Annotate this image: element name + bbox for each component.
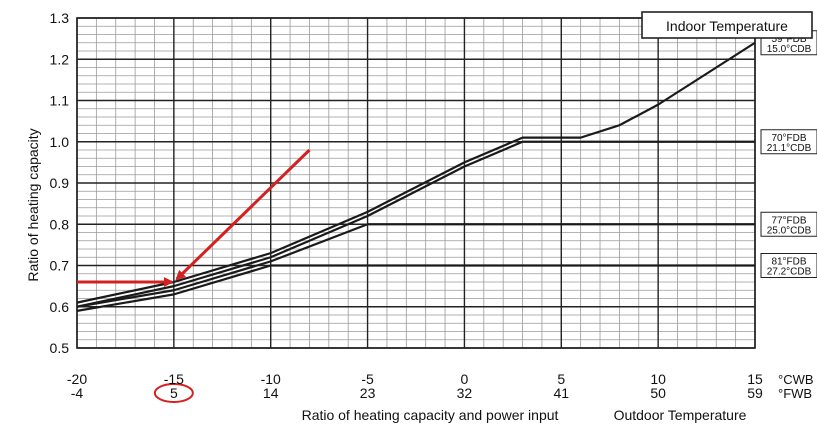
y-tick-label: 0.7 — [50, 258, 70, 274]
x-unit-cwb: °CWB — [778, 372, 814, 387]
series-label-box — [760, 211, 817, 237]
y-tick-label: 0.9 — [50, 175, 70, 191]
series-label-line2: 25.0°CDB — [767, 225, 812, 236]
y-tick-label: 1.0 — [50, 134, 70, 150]
series-line — [76, 223, 755, 308]
x-axis-label-right: Outdoor Temperature — [614, 407, 747, 423]
x-tick-label-fwb: -4 — [71, 385, 84, 401]
series-label-line1: 81°FDB — [771, 257, 806, 268]
x-tick-label-cwb: 0 — [461, 371, 469, 387]
x-tick-label-cwb: -10 — [261, 371, 281, 387]
x-tick-label-cwb: 15 — [747, 371, 763, 387]
x-tick-label-fwb: 5 — [170, 385, 178, 401]
diagonal-red-arrow — [175, 148, 311, 281]
x-tick-label-fwb: 59 — [747, 385, 763, 401]
series-lines — [76, 41, 756, 312]
y-tick-label: 1.2 — [50, 51, 70, 67]
x-unit-fwb: °FWB — [778, 386, 812, 401]
x-tick-label-cwb: -20 — [67, 371, 87, 387]
x-tick-label-fwb: 32 — [457, 385, 473, 401]
legend-title-box — [641, 11, 813, 39]
circled-tick-highlight — [153, 383, 194, 403]
x-tick-label-fwb: 23 — [360, 385, 376, 401]
series-label-line1: 77°FDB — [771, 215, 806, 226]
x-axis-label: Ratio of heating capacity and power inpu… — [302, 407, 559, 423]
y-tick-label: 1.3 — [50, 10, 70, 26]
series-label-line1: 70°FDB — [771, 133, 806, 144]
x-tick-label-cwb: 5 — [557, 371, 565, 387]
x-tick-label-cwb: 10 — [650, 371, 666, 387]
x-tick-label-cwb: -15 — [164, 371, 184, 387]
annotations — [77, 148, 311, 403]
x-tick-label-fwb: 14 — [263, 385, 279, 401]
series-label-line1: 59°FDB — [771, 34, 806, 45]
y-axis-label: Ratio of heating capacity — [25, 128, 41, 281]
series-label-box — [760, 253, 817, 278]
y-tick-label: 0.8 — [50, 216, 70, 232]
series-line — [76, 140, 755, 308]
x-tick-label-fwb: 50 — [650, 385, 666, 401]
grid — [76, 17, 756, 349]
plot-frame — [76, 17, 756, 349]
series-label-line2: 15.0°CDB — [767, 44, 812, 55]
legend-title: Indoor Temperature — [666, 18, 788, 34]
series-label-line2: 21.1°CDB — [767, 143, 812, 154]
series-line — [76, 41, 756, 304]
x-tick-label-cwb: -5 — [361, 371, 374, 387]
y-tick-label: 0.6 — [50, 299, 70, 315]
y-tick-label: 0.5 — [50, 340, 70, 356]
series-label-line2: 27.2°CDB — [767, 267, 812, 278]
x-tick-label-fwb: 41 — [553, 385, 569, 401]
series-line — [76, 264, 755, 312]
y-tick-label: 1.1 — [50, 93, 70, 109]
series-label-box — [760, 129, 817, 155]
